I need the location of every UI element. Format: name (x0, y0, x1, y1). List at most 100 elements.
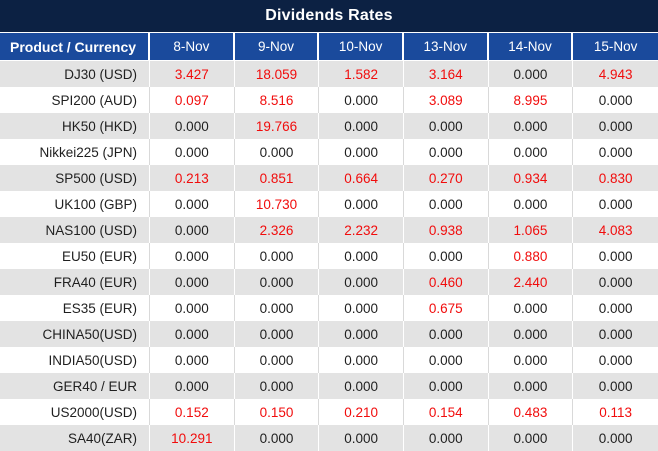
value-cell: 0.851 (234, 165, 320, 191)
value-cell: 0.213 (150, 165, 235, 191)
value-cell: 10.730 (234, 191, 320, 217)
value-cell: 0.152 (150, 399, 235, 425)
dividends-table: Product / Currency 8-Nov 9-Nov 10-Nov 13-Nov… (0, 33, 658, 451)
value-cell: 0.000 (150, 373, 235, 399)
value-cell: 0.483 (488, 399, 574, 425)
value-cell: 0.000 (573, 347, 658, 373)
table-row: SPI200 (AUD) 0.097 8.516 0.000 3.089 8.995 0.0… (0, 87, 658, 113)
header-date: 15-Nov (573, 33, 658, 61)
header-row: Product / Currency 8-Nov 9-Nov 10-Nov 13-Nov… (0, 33, 658, 61)
value-cell: 0.000 (573, 87, 658, 113)
table-row: NAS100 (USD) 0.000 2.326 2.232 0.938 1.065 4.0… (0, 217, 658, 243)
title-bar: Dividends Rates (0, 0, 658, 33)
header-product-currency: Product / Currency (0, 33, 150, 61)
value-cell: 0.000 (573, 113, 658, 139)
table-header: Product / Currency 8-Nov 9-Nov 10-Nov 13-Nov… (0, 33, 658, 61)
value-cell: 18.059 (234, 61, 320, 87)
value-cell: 0.000 (150, 113, 235, 139)
table-row: ES35 (EUR) 0.000 0.000 0.000 0.675 0.000 0.000 (0, 295, 658, 321)
product-cell: SP500 (USD) (0, 165, 150, 191)
value-cell: 10.291 (150, 425, 235, 451)
header-date: 9-Nov (234, 33, 320, 61)
value-cell: 0.113 (573, 399, 658, 425)
value-cell: 0.000 (234, 373, 320, 399)
table-row: EU50 (EUR) 0.000 0.000 0.000 0.000 0.880 0.000 (0, 243, 658, 269)
value-cell: 0.000 (573, 139, 658, 165)
value-cell: 8.995 (488, 87, 574, 113)
value-cell: 0.000 (573, 243, 658, 269)
product-cell: HK50 (HKD) (0, 113, 150, 139)
value-cell: 0.150 (234, 399, 320, 425)
value-cell: 0.000 (403, 243, 489, 269)
value-cell: 0.000 (403, 113, 489, 139)
value-cell: 0.000 (234, 321, 320, 347)
header-date: 13-Nov (403, 33, 489, 61)
value-cell: 0.934 (488, 165, 574, 191)
header-date: 10-Nov (319, 33, 404, 61)
value-cell: 0.000 (403, 191, 489, 217)
value-cell: 0.000 (234, 347, 320, 373)
value-cell: 0.000 (234, 295, 320, 321)
table-row: INDIA50(USD) 0.000 0.000 0.000 0.000 0.000 0.0… (0, 347, 658, 373)
value-cell: 0.210 (319, 399, 404, 425)
table-row: CHINA50(USD) 0.000 0.000 0.000 0.000 0.000 0.0… (0, 321, 658, 347)
value-cell: 0.000 (403, 373, 489, 399)
table-row: Nikkei225 (JPN) 0.000 0.000 0.000 0.000 0.000… (0, 139, 658, 165)
value-cell: 3.427 (150, 61, 235, 87)
value-cell: 0.000 (488, 191, 574, 217)
value-cell: 0.664 (319, 165, 404, 191)
value-cell: 0.000 (150, 269, 235, 295)
value-cell: 0.000 (573, 269, 658, 295)
value-cell: 0.000 (488, 373, 574, 399)
product-cell: UK100 (GBP) (0, 191, 150, 217)
value-cell: 3.089 (403, 87, 489, 113)
product-cell: US2000(USD) (0, 399, 150, 425)
value-cell: 0.000 (150, 347, 235, 373)
table-row: FRA40 (EUR) 0.000 0.000 0.000 0.460 2.440 0.00… (0, 269, 658, 295)
value-cell: 3.164 (403, 61, 489, 87)
table-row: SA40(ZAR) 10.291 0.000 0.000 0.000 0.000 0.000 (0, 425, 658, 451)
value-cell: 0.000 (150, 191, 235, 217)
value-cell: 0.000 (319, 347, 404, 373)
value-cell: 0.000 (234, 425, 320, 451)
value-cell: 0.000 (319, 321, 404, 347)
value-cell: 0.830 (573, 165, 658, 191)
value-cell: 0.000 (319, 269, 404, 295)
product-cell: NAS100 (USD) (0, 217, 150, 243)
value-cell: 0.000 (319, 373, 404, 399)
value-cell: 0.000 (403, 139, 489, 165)
value-cell: 0.000 (150, 321, 235, 347)
value-cell: 0.000 (573, 191, 658, 217)
table-row: GER40 / EUR 0.000 0.000 0.000 0.000 0.000 0.00… (0, 373, 658, 399)
value-cell: 0.000 (234, 139, 320, 165)
value-cell: 0.460 (403, 269, 489, 295)
value-cell: 0.000 (150, 139, 235, 165)
value-cell: 0.000 (403, 321, 489, 347)
product-cell: CHINA50(USD) (0, 321, 150, 347)
value-cell: 4.943 (573, 61, 658, 87)
product-cell: DJ30 (USD) (0, 61, 150, 87)
value-cell: 0.000 (234, 243, 320, 269)
value-cell: 0.000 (150, 295, 235, 321)
value-cell: 0.000 (319, 113, 404, 139)
table-row: SP500 (USD) 0.213 0.851 0.664 0.270 0.934 0.83… (0, 165, 658, 191)
product-cell: INDIA50(USD) (0, 347, 150, 373)
value-cell: 4.083 (573, 217, 658, 243)
product-cell: EU50 (EUR) (0, 243, 150, 269)
value-cell: 0.000 (234, 269, 320, 295)
value-cell: 0.938 (403, 217, 489, 243)
value-cell: 0.000 (488, 295, 574, 321)
value-cell: 0.000 (573, 295, 658, 321)
value-cell: 0.000 (403, 347, 489, 373)
value-cell: 0.000 (573, 373, 658, 399)
value-cell: 0.000 (150, 243, 235, 269)
product-cell: SA40(ZAR) (0, 425, 150, 451)
table-body: DJ30 (USD) 3.427 18.059 1.582 3.164 0.000 4.94… (0, 61, 658, 451)
value-cell: 0.000 (573, 425, 658, 451)
table-row: US2000(USD) 0.152 0.150 0.210 0.154 0.483 0.11… (0, 399, 658, 425)
table-row: UK100 (GBP) 0.000 10.730 0.000 0.000 0.000 0.0… (0, 191, 658, 217)
value-cell: 0.000 (319, 191, 404, 217)
product-cell: Nikkei225 (JPN) (0, 139, 150, 165)
value-cell: 0.000 (488, 347, 574, 373)
